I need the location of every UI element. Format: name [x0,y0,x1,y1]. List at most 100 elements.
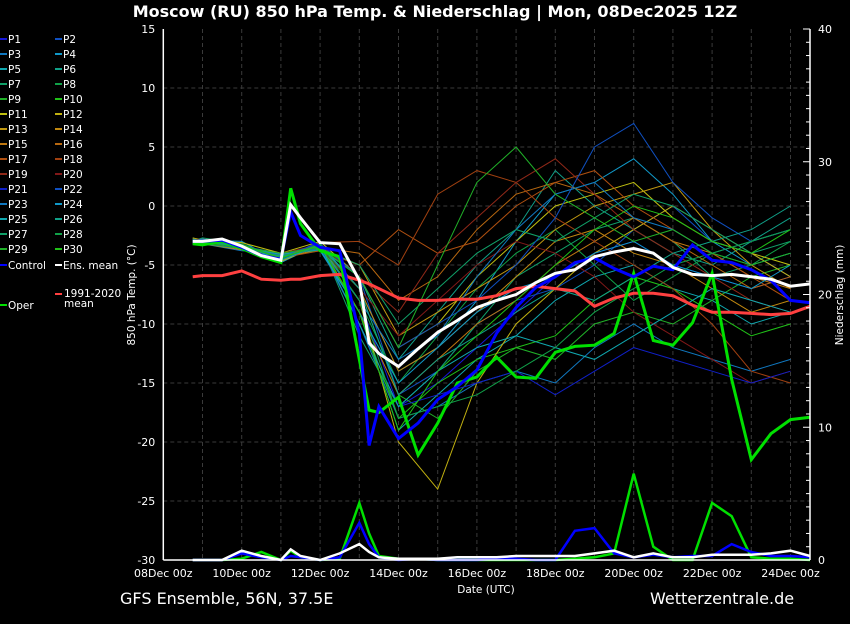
x-tick-label: 12Dec 00z [291,567,350,580]
legend-label: P5 [8,64,21,76]
legend-label: P21 [8,184,28,196]
legend-label: P30 [63,244,83,256]
member-line-p25 [192,240,791,408]
legend-item-p2: P2 [55,34,76,46]
legend-item-p20: P20 [55,169,83,181]
y2-tick-label: 0 [818,554,825,567]
legend-label: P13 [8,124,28,136]
footer-site: Wetterzentrale.de [650,589,794,608]
legend-label: P6 [63,64,76,76]
temp-line-ens-mean [192,201,811,369]
legend-label: P16 [63,139,83,151]
legend: P1 P2 P3 P4 P5 P6 P7 P8 P9 P10 P11 P12 P13 P14 P15 P16 P… [0,34,121,312]
x-tick-label: 14Dec 00z [369,567,428,580]
legend-item-p23: P23 [0,199,28,211]
legend-label: P14 [63,124,83,136]
legend-item-p27: P27 [0,229,28,241]
legend-item-p25: P25 [0,214,28,226]
legend-label: P1 [8,34,21,46]
y-tick-label: 5 [148,141,155,154]
legend-label: P19 [8,169,28,181]
legend-item-p4: P4 [55,49,76,61]
legend-item-p18: P18 [55,154,83,166]
legend-item-p26: P26 [55,214,83,226]
y2-tick-label: 10 [818,421,832,434]
y-axis-label: 850 hPa Temp. (°C) [126,244,138,345]
legend-label: P24 [63,199,83,211]
legend-label: mean [64,298,94,310]
precip-line-ens-mean [192,542,811,562]
y-tick-label: 10 [141,82,155,95]
legend-item-p5: P5 [0,64,21,76]
legend-label: P2 [63,34,76,46]
axes: 15 10 5 0 -5 -10 -15 -20 -25 -30 40 30 20 10 0 08Dec 00… [134,23,832,580]
legend-label: P8 [63,79,76,91]
x-tick-label: 16Dec 00z [448,567,507,580]
legend-label: Oper [8,300,34,312]
legend-item-p29: P29 [0,244,28,256]
legend-label: P22 [63,184,83,196]
legend-item-oper: Oper [0,300,34,312]
legend-item-p30: P30 [55,244,83,256]
legend-label: P20 [63,169,83,181]
y2-axis-label: Niederschlag (mm) [834,245,846,346]
y2-tick-label: 20 [818,289,832,302]
y-tick-label: 15 [141,23,155,36]
legend-item-p9: P9 [0,94,21,106]
chart-title: Moscow (RU) 850 hPa Temp. & Niederschlag… [133,2,738,22]
footer-model-info: GFS Ensemble, 56N, 37.5E [120,589,333,608]
x-tick-label: 20Dec 00z [604,567,663,580]
x-axis-label: Date (UTC) [457,584,514,596]
legend-label: P28 [63,229,83,241]
y2-tick-label: 30 [818,156,832,169]
y-tick-label: -30 [137,554,155,567]
legend-item-p13: P13 [0,124,28,136]
x-tick-label: 22Dec 00z [683,567,742,580]
legend-label: P7 [8,79,21,91]
legend-label: P11 [8,109,28,121]
legend-label: P17 [8,154,28,166]
y2-tick-label: 40 [818,23,832,36]
member-line-p30 [192,205,791,432]
grid [163,29,810,560]
temp-line-oper [192,187,811,464]
legend-label: Ens. mean [63,260,118,272]
legend-item-p10: P10 [55,94,83,106]
legend-item-p8: P8 [55,79,76,91]
legend-label: P3 [8,49,21,61]
legend-item-control: Control [0,260,46,272]
legend-item-p21: P21 [0,184,28,196]
legend-label: P23 [8,199,28,211]
legend-item-p19: P19 [0,169,28,181]
legend-item-p24: P24 [55,199,83,211]
legend-item-p12: P12 [55,109,83,121]
legend-item-p16: P16 [55,139,83,151]
legend-label: P29 [8,244,28,256]
main-lines [192,187,811,464]
y-tick-label: -10 [137,318,155,331]
x-tick-label: 08Dec 00z [134,567,193,580]
legend-item-p7: P7 [0,79,21,91]
x-tick-label: 18Dec 00z [526,567,585,580]
member-lines [192,122,791,491]
x-tick-label: 24Dec 00z [761,567,820,580]
legend-label: P25 [8,214,28,226]
legend-label: Control [8,260,46,272]
legend-item-p28: P28 [55,229,83,241]
legend-label: P9 [8,94,21,106]
legend-label: P12 [63,109,83,121]
y-tick-label: -20 [137,436,155,449]
y-tick-label: 0 [148,200,155,213]
legend-item-p14: P14 [55,124,83,136]
legend-item-p1: P1 [0,34,21,46]
member-line-p24 [192,240,791,384]
y-tick-label: -15 [137,377,155,390]
legend-label: P10 [63,94,83,106]
legend-label: P18 [63,154,83,166]
legend-item-p3: P3 [0,49,21,61]
y-tick-label: -5 [144,259,155,272]
legend-item-ens-mean: Ens. mean [55,260,118,272]
legend-item-p6: P6 [55,64,76,76]
